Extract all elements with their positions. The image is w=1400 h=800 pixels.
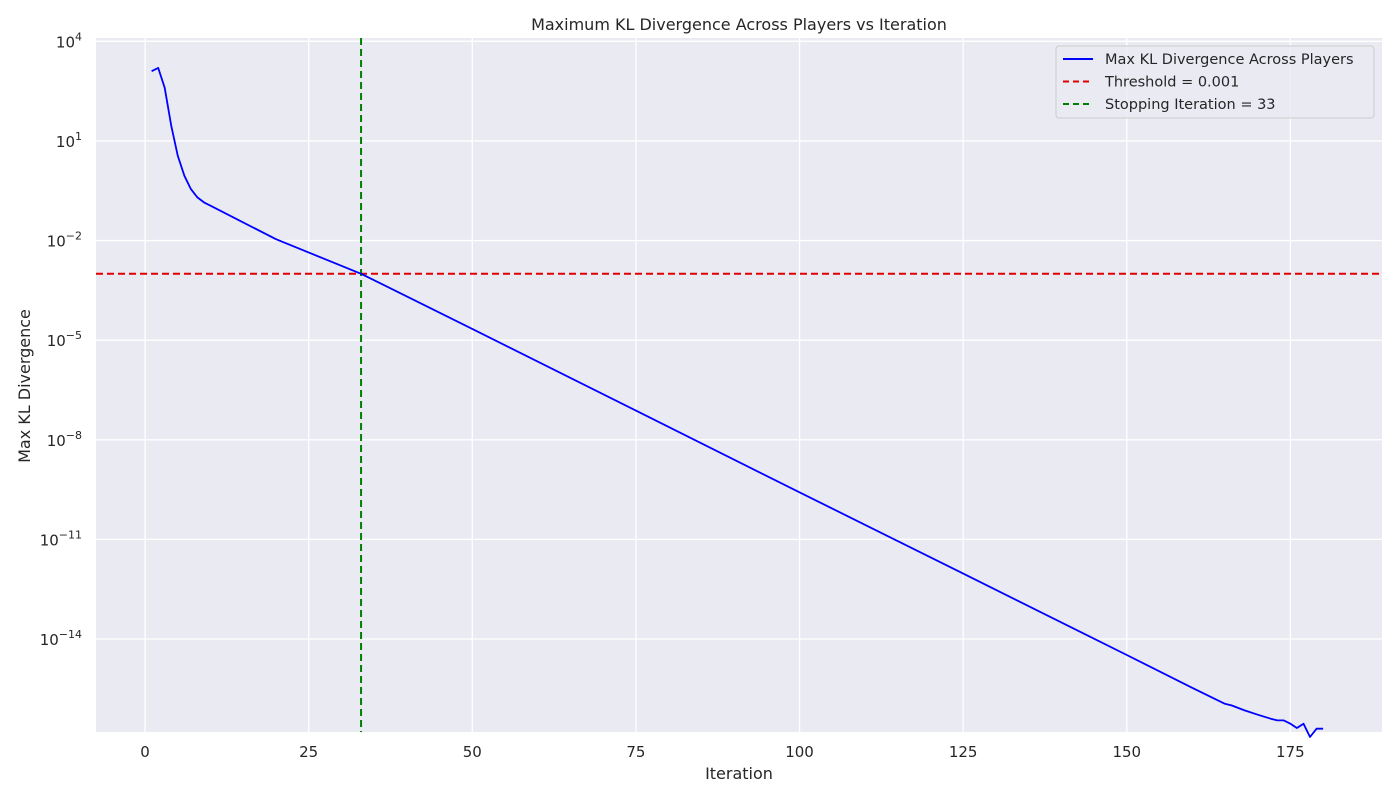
x-tick-label: 125 bbox=[949, 743, 978, 761]
y-axis-label: Max KL Divergence bbox=[15, 309, 34, 463]
y-tick-label: 10−14 bbox=[40, 628, 82, 649]
x-axis-label: Iteration bbox=[705, 764, 773, 783]
x-tick-labels: 0 25 50 75 100 125 150 175 bbox=[140, 743, 1304, 761]
x-tick-label: 100 bbox=[785, 743, 814, 761]
chart-title: Maximum KL Divergence Across Players vs … bbox=[531, 15, 947, 34]
grid-lines bbox=[96, 38, 1382, 732]
x-tick-label: 175 bbox=[1276, 743, 1305, 761]
y-tick-label: 10−11 bbox=[40, 528, 82, 549]
x-tick-label: 75 bbox=[626, 743, 645, 761]
y-tick-label: 101 bbox=[56, 130, 82, 151]
series-lines bbox=[151, 67, 1324, 738]
plot-area bbox=[96, 38, 1382, 732]
x-tick-label: 25 bbox=[299, 743, 318, 761]
x-tick-label: 50 bbox=[463, 743, 482, 761]
x-tick-label: 0 bbox=[140, 743, 150, 761]
y-tick-label: 104 bbox=[56, 30, 82, 51]
legend: Max KL Divergence Across Players Threshol… bbox=[1055, 45, 1375, 119]
y-tick-label: 10−2 bbox=[47, 230, 82, 251]
reference-lines bbox=[96, 38, 1382, 732]
legend-item-threshold-label: Threshold = 0.001 bbox=[1104, 75, 1239, 91]
legend-frame bbox=[1055, 45, 1375, 119]
y-tick-label: 10−8 bbox=[47, 429, 82, 450]
legend-item-stopping-iteration-label: Stopping Iteration = 33 bbox=[1105, 97, 1276, 113]
max-kl-series-line bbox=[151, 67, 1324, 738]
y-tick-labels: 104 101 10−2 10−5 10−8 10−11 10−14 bbox=[40, 30, 82, 649]
y-tick-label: 10−5 bbox=[47, 329, 82, 350]
x-tick-label: 150 bbox=[1112, 743, 1141, 761]
legend-item-max-kl-label: Max KL Divergence Across Players bbox=[1105, 52, 1354, 68]
